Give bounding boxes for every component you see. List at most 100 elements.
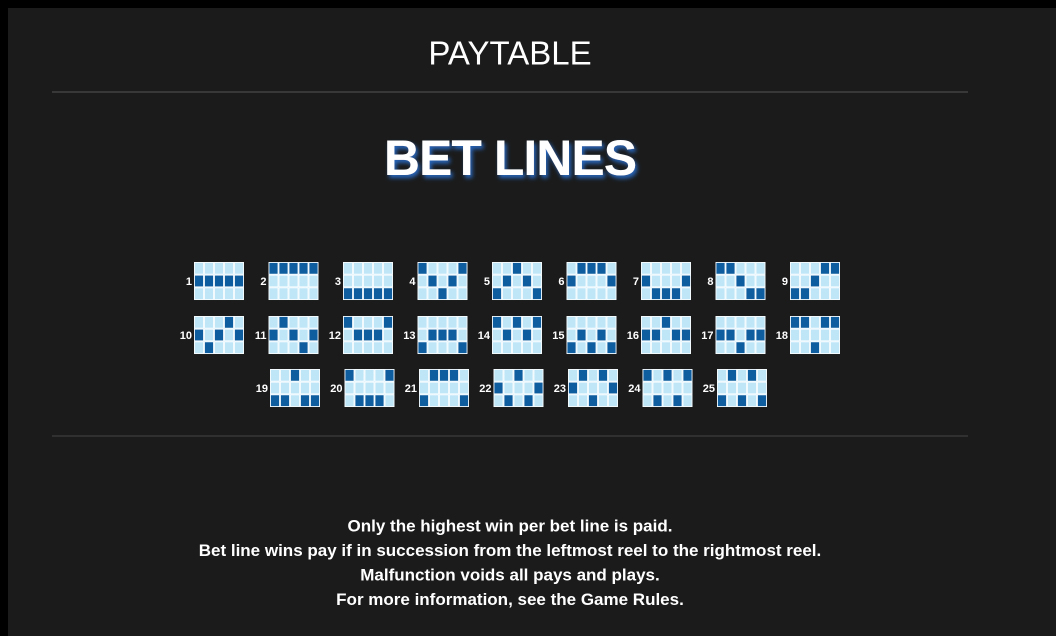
bet-line: 1 bbox=[186, 262, 244, 301]
line-cell-active bbox=[755, 328, 766, 342]
bet-line: 14 bbox=[478, 316, 542, 355]
line-cell bbox=[343, 341, 353, 354]
note: Malfunction voids all pays and plays. bbox=[360, 565, 659, 584]
line-cell bbox=[447, 262, 458, 275]
line-cell bbox=[268, 341, 279, 354]
line-cell bbox=[830, 274, 840, 288]
line-cell bbox=[608, 369, 618, 382]
line-cell bbox=[437, 274, 448, 288]
line-cell-active bbox=[651, 287, 661, 300]
line-cell-active bbox=[820, 262, 830, 275]
line-cell-active bbox=[523, 394, 534, 407]
line-cell-active bbox=[671, 328, 681, 342]
line-cell bbox=[457, 274, 468, 288]
line-number: 20 bbox=[330, 383, 342, 395]
line-cell-active bbox=[810, 274, 820, 288]
line-cell bbox=[298, 328, 309, 342]
bet-line: 7 bbox=[633, 262, 691, 301]
line-cell bbox=[576, 316, 587, 329]
line-cell bbox=[290, 394, 300, 407]
line-cell bbox=[492, 274, 502, 288]
line-cell bbox=[566, 328, 577, 342]
line-cell bbox=[512, 341, 522, 354]
line-cell-active bbox=[576, 328, 587, 342]
line-cell-active bbox=[344, 369, 355, 382]
line-cell-active bbox=[214, 328, 224, 342]
line-cell bbox=[810, 328, 820, 342]
line-cell bbox=[383, 262, 393, 275]
line-cell bbox=[745, 274, 756, 288]
line-cell bbox=[800, 328, 810, 342]
line-cell-active bbox=[725, 262, 736, 275]
line-cell bbox=[419, 369, 429, 382]
note: For more information, see the Game Rules… bbox=[336, 590, 684, 609]
line-cell bbox=[576, 274, 587, 288]
line-cell-active bbox=[682, 369, 693, 382]
line-cell bbox=[661, 274, 671, 288]
line-cell bbox=[566, 262, 577, 275]
note: Only the highest win per bet line is pai… bbox=[348, 516, 673, 535]
line-cell bbox=[344, 381, 355, 395]
bet-line: 20 bbox=[330, 369, 395, 408]
line-number: 14 bbox=[478, 330, 491, 342]
line-cell-active bbox=[790, 287, 800, 300]
line-cell-active bbox=[374, 394, 385, 407]
line-cell bbox=[523, 381, 534, 395]
line-cell bbox=[672, 381, 683, 395]
line-number: 3 bbox=[335, 276, 341, 288]
line-cell bbox=[586, 316, 597, 329]
line-cell bbox=[447, 341, 458, 354]
bet-line: 8 bbox=[707, 262, 766, 301]
line-cell-active bbox=[270, 394, 280, 407]
bet-line: 21 bbox=[405, 369, 469, 408]
bet-line: 4 bbox=[409, 262, 468, 301]
line-cell-active bbox=[437, 328, 448, 342]
line-cell-active bbox=[586, 262, 597, 275]
line-cell-active bbox=[234, 328, 244, 342]
line-cell-active bbox=[310, 394, 320, 407]
line-cell bbox=[344, 394, 355, 407]
line-cell bbox=[204, 262, 214, 275]
line-cell bbox=[588, 381, 598, 395]
line-cell-active bbox=[457, 341, 468, 354]
line-cell bbox=[671, 341, 681, 354]
line-cell bbox=[800, 274, 810, 288]
line-cell bbox=[532, 274, 542, 288]
line-cell bbox=[532, 341, 542, 354]
line-cell-active bbox=[747, 369, 757, 382]
line-cell bbox=[745, 341, 756, 354]
line-cell-active bbox=[427, 274, 438, 288]
line-cell-active bbox=[642, 369, 653, 382]
line-number: 19 bbox=[256, 383, 268, 395]
line-cell bbox=[512, 328, 522, 342]
line-cell-active bbox=[681, 328, 691, 342]
line-cell bbox=[288, 316, 299, 329]
line-cell-active bbox=[354, 394, 365, 407]
line-cell bbox=[457, 316, 468, 329]
line-cell bbox=[373, 274, 383, 288]
line-cell bbox=[755, 274, 766, 288]
line-cell bbox=[384, 381, 395, 395]
line-cell bbox=[745, 262, 756, 275]
line-cell bbox=[427, 262, 438, 275]
line-cell bbox=[715, 287, 726, 300]
line-cell bbox=[288, 287, 299, 300]
line-cell bbox=[270, 381, 280, 395]
line-cell bbox=[512, 287, 522, 300]
bet-line: 2 bbox=[260, 262, 319, 301]
line-cell bbox=[373, 262, 383, 275]
line-cell-active bbox=[439, 369, 449, 382]
line-cell bbox=[800, 341, 810, 354]
line-cell bbox=[661, 262, 671, 275]
bet-line: 15 bbox=[552, 316, 617, 355]
line-cell-active bbox=[757, 394, 767, 407]
line-cell bbox=[373, 341, 383, 354]
line-cell bbox=[492, 328, 502, 342]
line-cell bbox=[234, 341, 244, 354]
line-cell bbox=[651, 341, 661, 354]
line-cell bbox=[533, 369, 544, 382]
line-cell-active bbox=[417, 262, 428, 275]
line-cell bbox=[578, 381, 588, 395]
line-cell-active bbox=[598, 369, 608, 382]
